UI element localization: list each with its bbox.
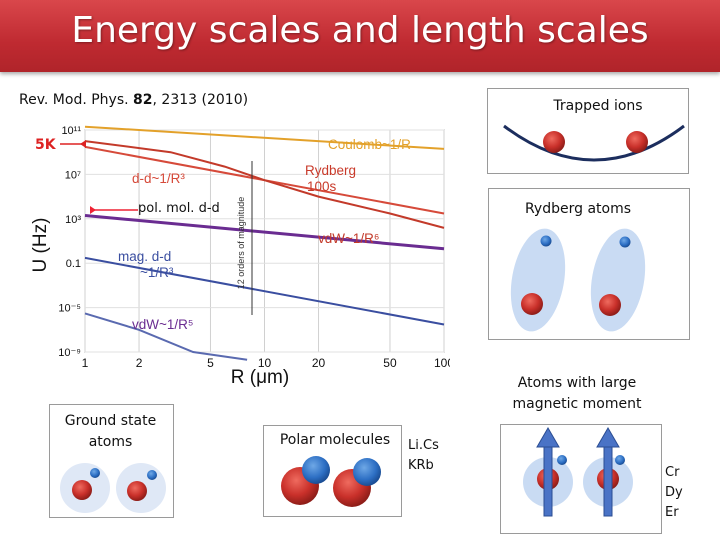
x-tick-label: 2 bbox=[136, 356, 143, 370]
pol-mol-arrow bbox=[90, 206, 138, 214]
series-line-2 bbox=[84, 140, 445, 229]
magnetic-moment-arrow-left bbox=[543, 445, 553, 517]
annot-mag-dd: mag. d-d bbox=[118, 249, 171, 264]
rydberg-electron-left bbox=[540, 235, 552, 247]
reference-volume: 82 bbox=[133, 92, 153, 108]
annot-vdw6: vdW~1/R⁶ bbox=[318, 231, 379, 246]
magnetic-electron-right bbox=[615, 455, 625, 465]
trapped-ions-illustration bbox=[503, 124, 685, 162]
plot-series bbox=[84, 125, 445, 361]
rydberg-electron-right bbox=[619, 236, 631, 248]
x-tick-label: 1 bbox=[82, 356, 89, 370]
polar-molecules-label: Polar molecules bbox=[279, 432, 391, 448]
magnetic-atoms-label: Atoms with large magnetic moment bbox=[498, 373, 656, 415]
rydberg-core-right bbox=[599, 294, 621, 316]
polar-species-list: Li.Cs KRb bbox=[408, 436, 439, 476]
five-k-label: 5K bbox=[35, 137, 56, 153]
rydberg-atoms-illustration bbox=[510, 228, 646, 332]
pol-mol-label: pol. mol. d-d bbox=[138, 201, 220, 216]
x-tick-label: 5 bbox=[207, 356, 214, 370]
magnetic-moment-arrow-right bbox=[603, 445, 613, 517]
x-tick-label: 50 bbox=[383, 356, 397, 370]
slide-title: Energy scales and length scales bbox=[71, 10, 649, 51]
x-tick-label: 20 bbox=[312, 356, 326, 370]
magnetic-atoms-illustration bbox=[523, 427, 633, 517]
series-line-0 bbox=[84, 125, 445, 150]
y-tick-label: 10⁷ bbox=[65, 169, 81, 181]
species-dy: Dy bbox=[665, 485, 683, 500]
polar-molecules-illustration bbox=[281, 456, 381, 507]
trapped-ion-left bbox=[543, 131, 565, 153]
species-lics: Li.Cs bbox=[408, 438, 439, 453]
species-krb: KRb bbox=[408, 458, 434, 473]
y-tick-label: 0.1 bbox=[66, 258, 81, 270]
reference-suffix: , 2313 (2010) bbox=[152, 92, 249, 108]
trapped-ions-label: Trapped ions bbox=[553, 98, 643, 114]
reference-prefix: Rev. Mod. Phys. bbox=[19, 92, 134, 108]
ground-label-line1: Ground state bbox=[64, 413, 157, 429]
plot-y-ticks: 10¹¹ 10⁷ 10³ 0.1 10⁻⁵ 10⁻⁹ bbox=[58, 125, 81, 359]
annot-dd: d-d~1/R³ bbox=[132, 171, 185, 186]
five-k-arrow bbox=[60, 140, 86, 148]
series-line-3 bbox=[84, 214, 445, 251]
x-tick-label: 100 bbox=[434, 356, 450, 370]
annot-100s: 100s bbox=[307, 179, 337, 194]
ground-state-label: Ground state atoms bbox=[49, 411, 172, 453]
molecule-left-light-atom bbox=[302, 456, 330, 484]
reference-citation: Rev. Mod. Phys. 82, 2313 (2010) bbox=[19, 92, 248, 108]
annot-coulomb: Coulomb~1/R bbox=[328, 137, 411, 152]
title-bar bbox=[0, 0, 720, 72]
y-tick-label: 10¹¹ bbox=[61, 125, 81, 137]
ground-state-illustration bbox=[60, 463, 166, 513]
x-axis-label: R (μm) bbox=[231, 367, 289, 387]
molecule-right-light-atom bbox=[353, 458, 381, 486]
magnetic-label-line1: Atoms with large bbox=[517, 375, 637, 391]
annot-vdw5: vdW~1/R⁵ bbox=[132, 317, 194, 332]
magnetic-label-line2: magnetic moment bbox=[512, 396, 642, 412]
trap-potential-curve bbox=[503, 124, 685, 162]
annot-rydberg: Rydberg bbox=[305, 163, 356, 178]
rydberg-core-left bbox=[521, 293, 543, 315]
species-cr: Cr bbox=[665, 465, 680, 480]
annot-orders-of-magnitude: 12 orders of magnitude bbox=[236, 197, 246, 290]
rydberg-orbital-left bbox=[510, 228, 566, 332]
annot-mag-r3: ~1/R³ bbox=[140, 265, 174, 280]
series-line-4 bbox=[84, 256, 445, 326]
trapped-ion-right bbox=[626, 131, 648, 153]
rydberg-atoms-label: Rydberg atoms bbox=[524, 201, 632, 217]
y-tick-label: 10⁻⁵ bbox=[58, 303, 81, 315]
energy-length-plot: 10¹¹ 10⁷ 10³ 0.1 10⁻⁵ 10⁻⁹ 1 2 5 10 20 50 100 U (Hz… bbox=[30, 125, 450, 387]
x-tick-label: 10 bbox=[258, 356, 272, 370]
species-er: Er bbox=[665, 505, 679, 520]
y-axis-label: U (Hz) bbox=[30, 218, 51, 273]
ground-electron-right bbox=[147, 470, 157, 480]
magnetic-species-list: Cr Dy Er bbox=[665, 463, 683, 523]
ground-core-right bbox=[127, 481, 147, 501]
series-line-5 bbox=[84, 312, 248, 361]
ground-label-line2: atoms bbox=[88, 434, 133, 450]
plot-x-ticks: 1 2 5 10 20 50 100 bbox=[82, 356, 450, 370]
y-tick-label: 10⁻⁹ bbox=[58, 347, 81, 359]
ground-core-left bbox=[72, 480, 92, 500]
y-tick-label: 10³ bbox=[65, 214, 81, 226]
magnetic-electron-left bbox=[557, 455, 567, 465]
rydberg-orbital-right bbox=[590, 228, 646, 332]
ground-electron-left bbox=[90, 468, 100, 478]
